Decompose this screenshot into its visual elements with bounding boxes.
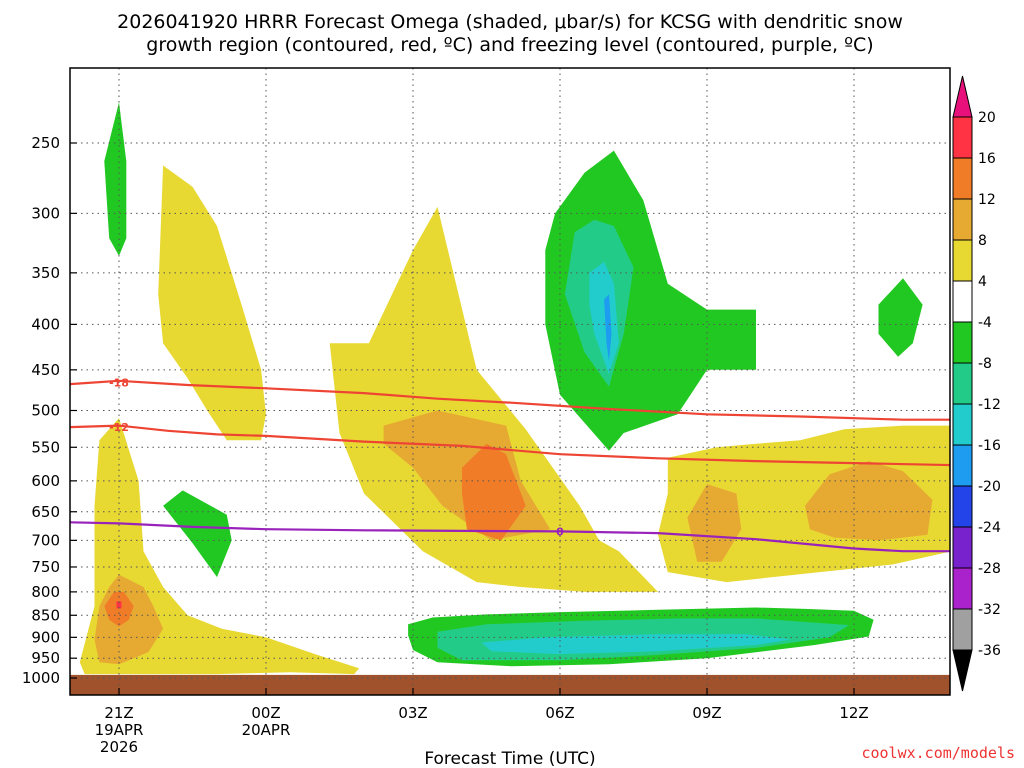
contour-line--12 (70, 424, 950, 467)
colorbar: 20 16 12 8 4 -4 -8 -12 -16 -20 -24 -28 -32 -36 (952, 75, 1001, 692)
ground-band-rect (70, 674, 950, 695)
colorbar-tick-label: -16 (978, 438, 1001, 454)
x-tick-label: 19APR (95, 721, 144, 739)
y-tick-label: 400 (31, 315, 60, 333)
colorbar-tick-label: -8 (978, 356, 992, 372)
colorbar-swatch (952, 116, 973, 159)
y-tick-label: 650 (31, 503, 60, 521)
colorbar-swatch (952, 280, 973, 323)
y-tick-label: 850 (31, 606, 60, 624)
temperature-contours: -18 -12 0 (70, 376, 950, 553)
y-tick-label: 700 (31, 531, 60, 549)
y-tick-label: 350 (31, 264, 60, 282)
colorbar-tick-label: -4 (978, 315, 992, 331)
y-tick-label: 950 (31, 649, 60, 667)
x-tick-label: 21Z (104, 704, 133, 722)
contour-label: -18 (109, 376, 129, 389)
colorbar-swatch (952, 321, 973, 364)
y-tick-label: 500 (31, 402, 60, 420)
y-tick-label: 550 (31, 438, 60, 456)
plot-frame (69, 67, 951, 696)
omega-region-4 (158, 165, 266, 441)
contour-label: -12 (109, 421, 129, 434)
x-tick-label: 00Z (251, 704, 280, 722)
colorbar-tick-label: -28 (978, 561, 1001, 577)
y-tick-label: 250 (31, 134, 60, 152)
x-tick-label: 12Z (839, 704, 868, 722)
colorbar-tick-label: 12 (978, 192, 996, 208)
colorbar-tick-label: 20 (978, 110, 996, 126)
colorbar-top-arrow (952, 75, 973, 118)
omega-region-17 (604, 294, 612, 362)
omega-region-21 (481, 634, 791, 655)
omega-region-16 (589, 261, 619, 375)
x-tick-label: 09Z (692, 704, 721, 722)
colorbar-bottom-arrow (952, 649, 973, 692)
x-tick-label: 06Z (545, 704, 574, 722)
omega-region-18 (878, 278, 923, 357)
colorbar-tick-label: 4 (978, 274, 987, 290)
colorbar-swatch (952, 362, 973, 405)
omega-region-10 (687, 484, 742, 562)
y-tick-label: 450 (31, 361, 60, 379)
colorbar-tick-label: -36 (978, 643, 1001, 659)
colorbar-tick-label: -24 (978, 520, 1001, 536)
colorbar-swatch (952, 444, 973, 487)
y-tick-label: 800 (31, 583, 60, 601)
contour-line--18 (70, 379, 950, 421)
y-tick-label: 600 (31, 472, 60, 490)
colorbar-swatch (952, 403, 973, 446)
x-tick-label: 03Z (398, 704, 427, 722)
omega-shading (79, 0, 950, 675)
colorbar-swatch (952, 567, 973, 610)
chart-title-line1: 2026041920 HRRR Forecast Omega (shaded, … (117, 11, 903, 33)
y-axis: 250 300 350 400 450 500 550 600 650 700 750 800 850 9… (22, 134, 77, 687)
omega-region-5 (329, 206, 658, 592)
contour-line-0 (70, 521, 950, 553)
x-axis-label: Forecast Time (UTC) (424, 749, 595, 768)
colorbar-tick-label: -12 (978, 397, 1001, 413)
colorbar-swatch (952, 526, 973, 569)
colorbar-tick-label: 16 (978, 151, 996, 167)
y-tick-label: 300 (31, 204, 60, 222)
colorbar-swatch (952, 239, 973, 282)
chart-title-line2: growth region (contoured, red, ºC) and f… (146, 34, 873, 56)
omega-region-8 (555, 0, 609, 5)
colorbar-swatch (952, 157, 973, 200)
omega-region-7 (462, 443, 526, 541)
colorbar-swatch (952, 485, 973, 528)
colorbar-tick-label: -32 (978, 602, 1001, 618)
grid-lines (70, 68, 950, 695)
omega-region-13 (163, 490, 232, 578)
omega-region-2 (104, 591, 134, 627)
x-tick-label: 20APR (242, 721, 291, 739)
colorbar-swatch (952, 198, 973, 241)
omega-region-3 (116, 601, 122, 609)
y-tick-label: 750 (31, 558, 60, 576)
omega-region-12 (104, 102, 127, 256)
colorbar-tick-label: 8 (978, 233, 987, 249)
y-tick-label: 900 (31, 628, 60, 646)
colorbar-swatch (952, 608, 973, 651)
ground-band (70, 674, 950, 695)
colorbar-tick-label: -20 (978, 479, 1001, 495)
y-tick-label: 1000 (22, 669, 60, 687)
x-tick-label: 2026 (100, 738, 138, 756)
credit-text: coolwx.com/models (861, 744, 1015, 762)
contour-label: 0 (556, 525, 564, 538)
